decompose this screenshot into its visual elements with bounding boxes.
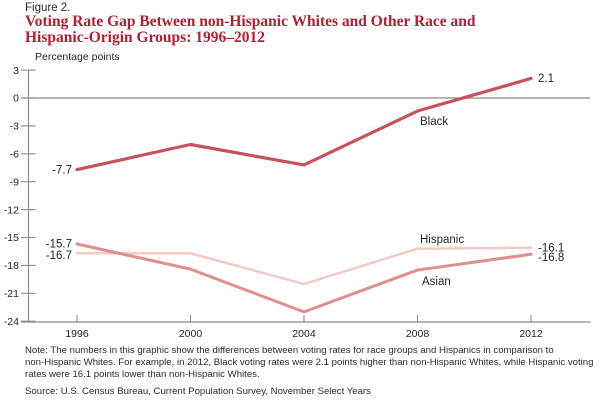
y-tick-label: -18 (4, 260, 19, 272)
series-label-asian: Asian (422, 276, 451, 288)
y-tick-label: -12 (4, 204, 19, 216)
value-label-last-hispanic: -16.1 (538, 242, 564, 254)
value-label-last-black: 2.1 (538, 73, 554, 85)
x-tick-label: 1996 (65, 328, 89, 340)
series-line-hispanic (75, 246, 533, 286)
value-label-first-hispanic: -16.7 (46, 250, 72, 262)
y-axis-unit-label: Percentage points (35, 51, 120, 63)
y-tick-label: -24 (4, 316, 19, 328)
y-tick-label: -6 (10, 149, 19, 161)
series-label-black: Black (420, 116, 448, 128)
x-tick-label: 2000 (179, 328, 203, 340)
y-tick-label: -9 (10, 176, 19, 188)
value-label-first-asian: -15.7 (46, 239, 72, 251)
note-line-3: rates were 16.1 points lower than non-Hi… (25, 369, 260, 380)
y-tick-label: -15 (4, 232, 19, 244)
x-tick-label: 2012 (519, 328, 543, 340)
figure-title: Voting Rate Gap Between non-Hispanic Whi… (25, 14, 476, 45)
value-label-last-asian: -16.8 (538, 252, 564, 264)
source-text: Source: U.S. Census Bureau, Current Popu… (25, 386, 371, 397)
x-tick-label: 2008 (406, 328, 430, 340)
value-label-first-black: -7.7 (52, 164, 72, 176)
figure-title-line-1: Voting Rate Gap Between non-Hispanic Whi… (25, 13, 476, 30)
y-tick-label: 0 (13, 93, 19, 105)
note-line-2: non-Hispanic Whites. For example, in 201… (25, 357, 594, 368)
y-tick-label: -21 (4, 288, 19, 300)
x-tick-label: 2004 (292, 328, 316, 340)
series-line-asian (75, 242, 533, 314)
y-tick-label: 3 (13, 65, 19, 77)
y-tick-label: -3 (10, 121, 19, 133)
figure-title-line-2: Hispanic-Origin Groups: 1996–2012 (25, 28, 265, 46)
figure-label: Figure 2. (25, 2, 71, 14)
series-line-black (75, 76, 533, 172)
note-text: Note: The numbers in this graphic show t… (25, 345, 593, 381)
series-label-hispanic: Hispanic (420, 234, 464, 246)
note-line-1: Note: The numbers in this graphic show t… (25, 345, 554, 356)
